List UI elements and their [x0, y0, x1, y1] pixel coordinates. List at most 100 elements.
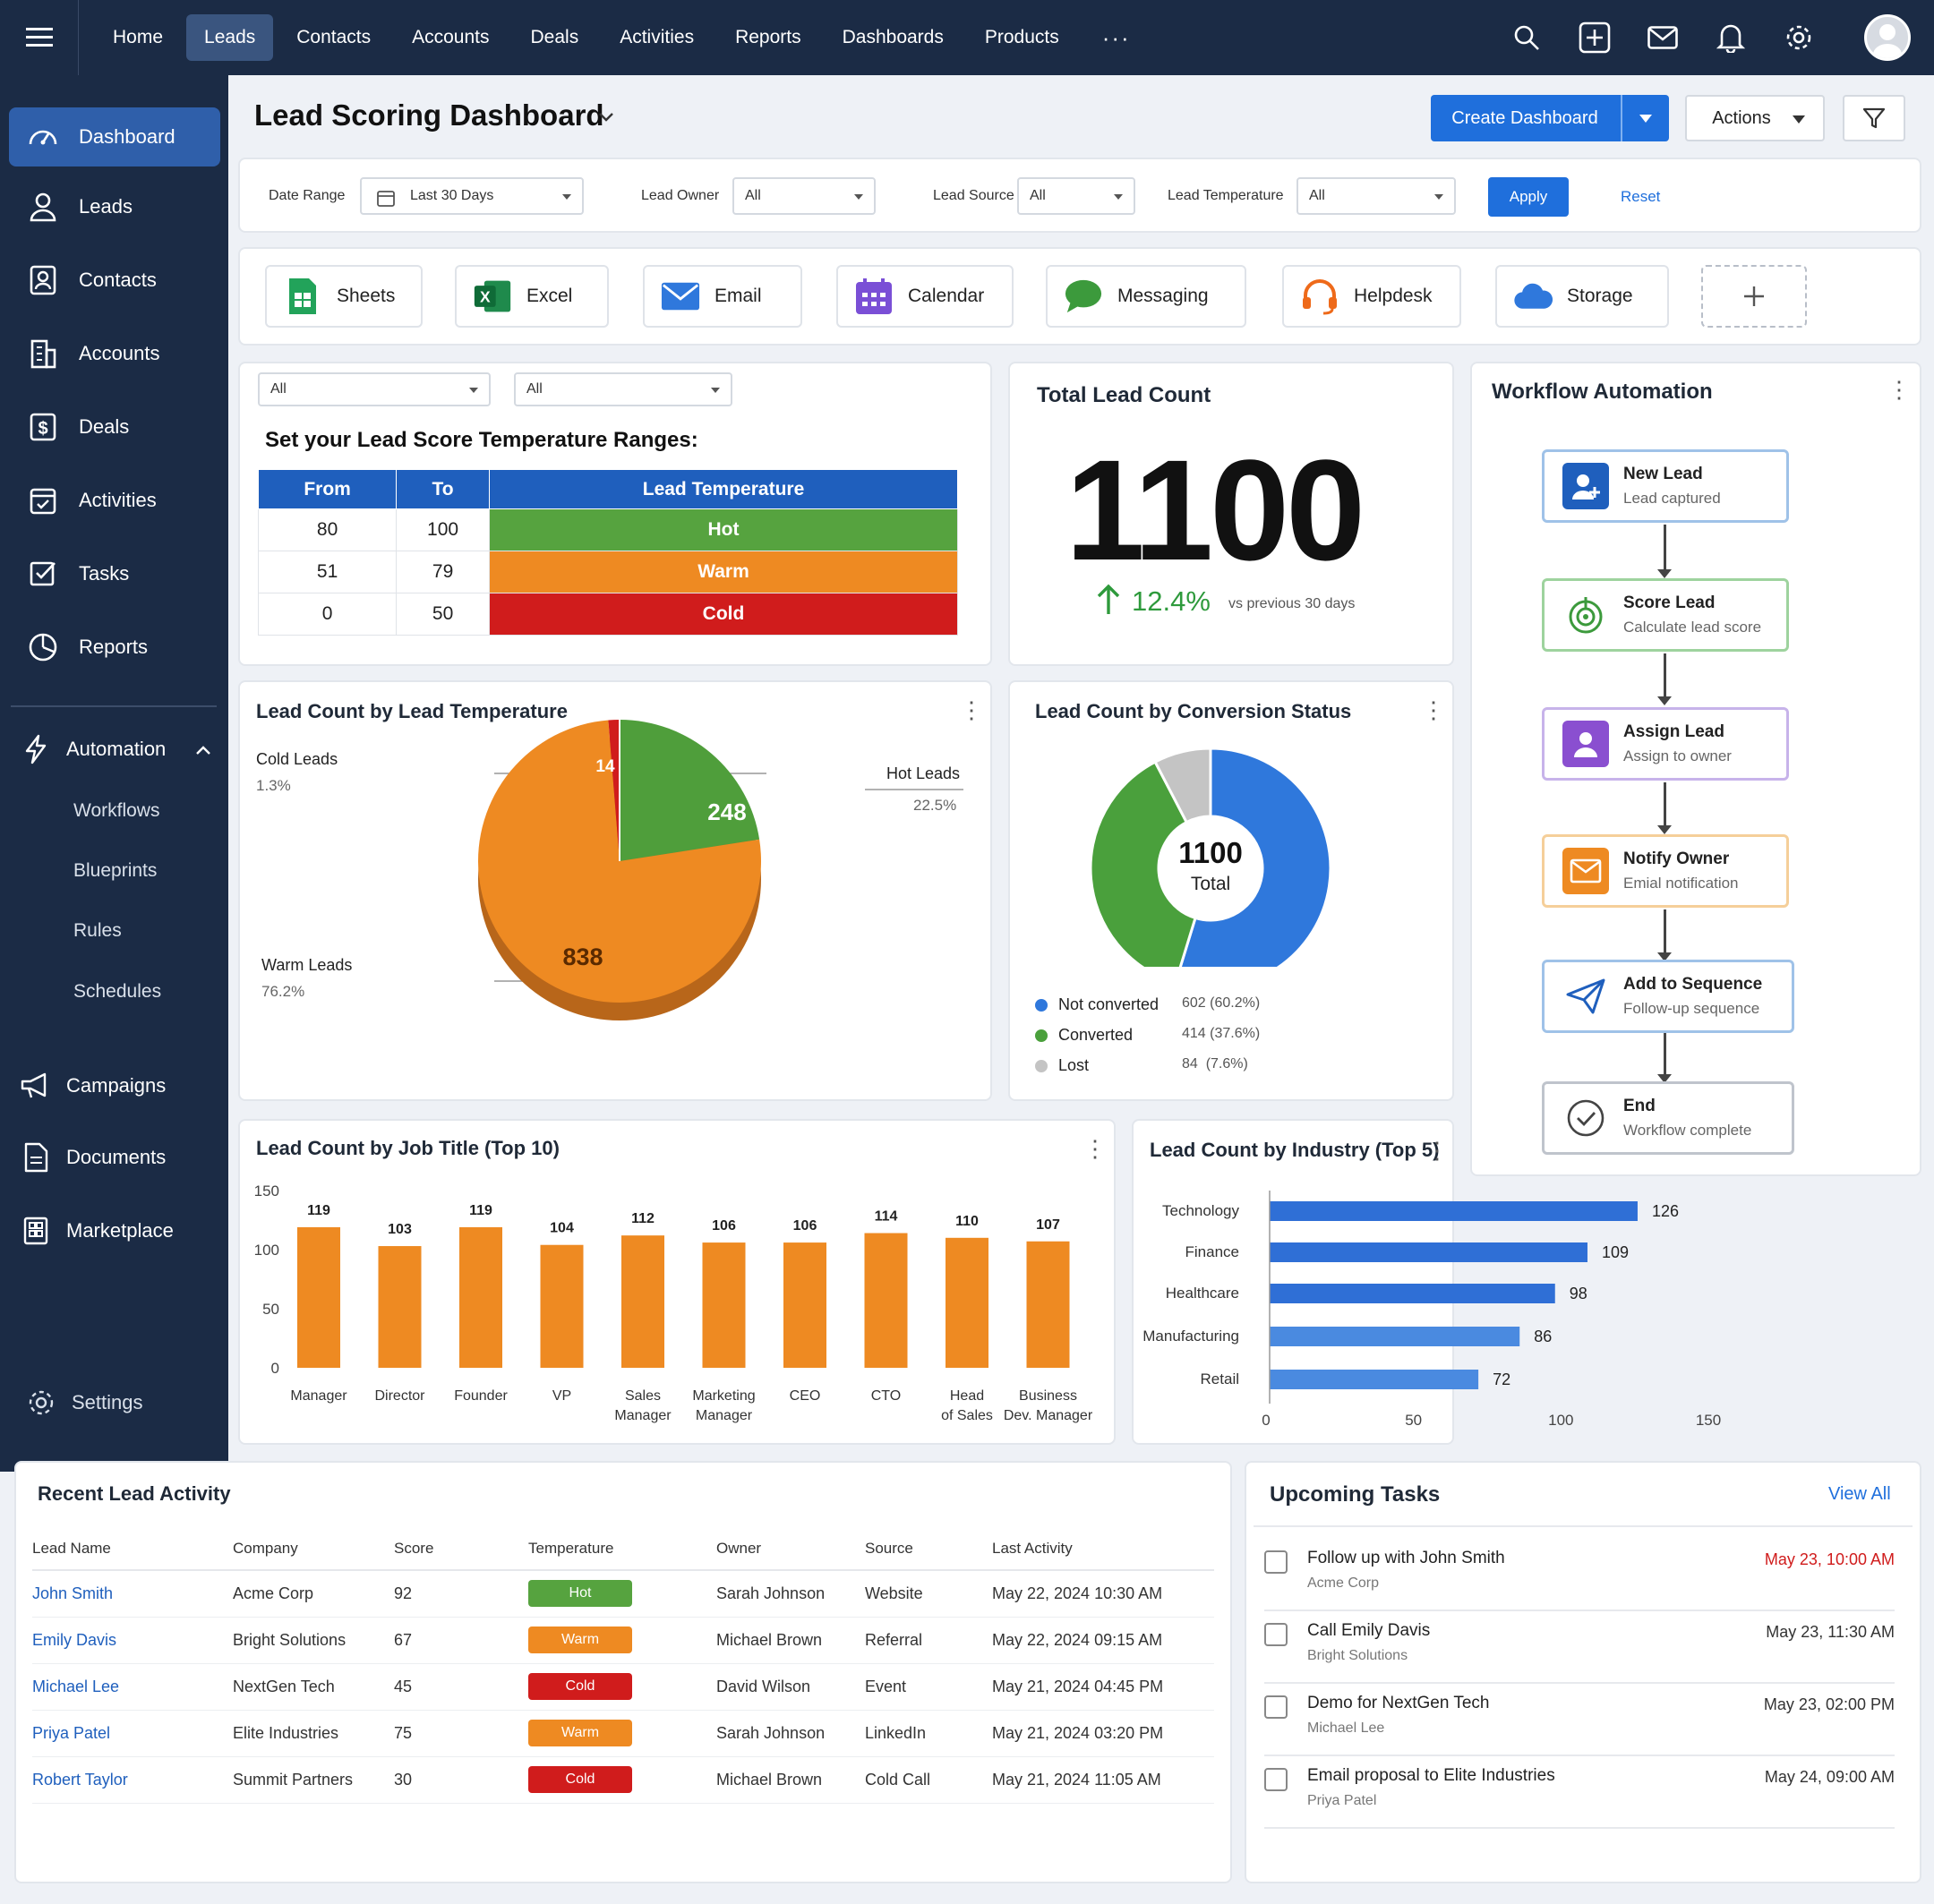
bell-icon[interactable] [1712, 19, 1750, 56]
job-bar[interactable] [1026, 1241, 1070, 1368]
nav-products[interactable]: Products [984, 27, 1059, 47]
task-title[interactable]: Email proposal to Elite Industries [1307, 1766, 1555, 1785]
workflow-step-new-lead[interactable]: New Lead Lead captured [1542, 449, 1789, 523]
range-from[interactable]: 51 [257, 551, 398, 593]
task-checkbox[interactable] [1264, 1550, 1288, 1574]
add-app-button[interactable] [1701, 265, 1807, 328]
pie-menu-icon[interactable]: ⋮ [960, 696, 983, 723]
nav-accounts[interactable]: Accounts [412, 27, 490, 47]
range-from[interactable]: 80 [257, 508, 398, 551]
pie-slice-warm-leads[interactable] [478, 720, 761, 1003]
sidebar-item-activities[interactable]: Activities [9, 471, 220, 530]
lead-temperature-select[interactable]: All [1296, 177, 1456, 215]
job-bar[interactable] [378, 1246, 422, 1368]
app-sheets[interactable]: Sheets [265, 265, 423, 328]
industry-bar[interactable] [1270, 1370, 1479, 1389]
workflow-step-add-to-sequence[interactable]: Add to Sequence Follow-up sequence [1542, 960, 1794, 1033]
sidebar-item-marketplace[interactable]: Marketplace [9, 1201, 220, 1260]
col-lead-name[interactable]: Lead Name [32, 1527, 233, 1571]
menu-icon[interactable] [0, 0, 79, 75]
job-bar[interactable] [540, 1244, 584, 1368]
workflow-step-score-lead[interactable]: Score Lead Calculate lead score [1542, 578, 1789, 652]
ranges-filter-2[interactable]: All [514, 372, 732, 406]
job-bar[interactable] [297, 1226, 340, 1368]
task-title[interactable]: Follow up with John Smith [1307, 1549, 1505, 1567]
range-to[interactable]: 100 [396, 508, 490, 551]
sidebar-item-settings[interactable]: Settings [9, 1373, 220, 1432]
col-score[interactable]: Score [394, 1527, 528, 1571]
table-row[interactable]: Emily Davis Bright Solutions 67 Warm Michael… [32, 1617, 1214, 1664]
sidebar-item-leads[interactable]: Leads [9, 177, 220, 236]
sidebar-item-contacts[interactable]: Contacts [9, 251, 220, 310]
sidebar-item-accounts[interactable]: Accounts [9, 324, 220, 383]
col-company[interactable]: Company [233, 1527, 394, 1571]
job-bar[interactable] [946, 1237, 988, 1368]
col-source[interactable]: Source [865, 1527, 992, 1571]
industry-bar[interactable] [1270, 1284, 1555, 1303]
sidebar-item-tasks[interactable]: Tasks [9, 544, 220, 603]
workflow-step-assign-lead[interactable]: Assign Lead Assign to owner [1542, 707, 1789, 781]
ranges-filter-1[interactable]: All [258, 372, 491, 406]
workflow-step-end[interactable]: End Workflow complete [1542, 1081, 1794, 1155]
app-calendar[interactable]: Calendar [836, 265, 1014, 328]
apply-button[interactable]: Apply [1488, 177, 1569, 217]
date-range-select[interactable]: Last 30 Days [360, 177, 584, 215]
job-bar[interactable] [621, 1235, 664, 1368]
workflow-step-notify-owner[interactable]: Notify Owner Emial notification [1542, 834, 1789, 908]
industry-bar[interactable] [1270, 1201, 1638, 1221]
caret-down-icon[interactable] [1621, 95, 1669, 141]
task-checkbox[interactable] [1264, 1695, 1288, 1719]
lead-name-link[interactable]: Priya Patel [32, 1723, 111, 1742]
col-owner[interactable]: Owner [716, 1527, 865, 1571]
create-dashboard-button[interactable]: Create Dashboard [1431, 95, 1669, 141]
industry-bar[interactable] [1270, 1327, 1520, 1346]
app-storage[interactable]: Storage [1495, 265, 1669, 328]
app-helpdesk[interactable]: Helpdesk [1282, 265, 1461, 328]
nav-home[interactable]: Home [113, 27, 164, 47]
workflow-menu-icon[interactable]: ⋮ [1887, 376, 1911, 403]
task-checkbox[interactable] [1264, 1623, 1288, 1646]
app-messaging[interactable]: Messaging [1046, 265, 1246, 328]
nav-reports[interactable]: Reports [735, 27, 801, 47]
industry-bar[interactable] [1270, 1242, 1587, 1262]
table-row[interactable]: Priya Patel Elite Industries 75 Warm Sarah J… [32, 1710, 1214, 1757]
pie-slice-hot-leads[interactable] [620, 720, 760, 861]
jobs-menu-icon[interactable]: ⋮ [1083, 1135, 1107, 1162]
range-from[interactable]: 0 [257, 593, 398, 636]
sidebar-item-campaigns[interactable]: Campaigns [9, 1056, 220, 1115]
col-temperature[interactable]: Temperature [528, 1527, 716, 1571]
sidebar-sub-rules[interactable]: Rules [73, 920, 122, 941]
sidebar-sub-blueprints[interactable]: Blueprints [73, 860, 158, 881]
range-to[interactable]: 50 [396, 593, 490, 636]
nav-activities[interactable]: Activities [620, 27, 695, 47]
lead-name-link[interactable]: Michael Lee [32, 1677, 120, 1695]
actions-button[interactable]: Actions [1685, 95, 1825, 141]
lead-owner-select[interactable]: All [732, 177, 876, 215]
donut-menu-icon[interactable]: ⋮ [1422, 696, 1445, 723]
search-icon[interactable] [1508, 19, 1545, 56]
job-bar[interactable] [459, 1226, 502, 1368]
sidebar-item-reports[interactable]: Reports [9, 618, 220, 677]
reset-link[interactable]: Reset [1621, 188, 1661, 205]
job-bar[interactable] [864, 1233, 908, 1368]
app-excel[interactable]: X Excel [455, 265, 609, 328]
sidebar-item-automation[interactable]: Automation [9, 720, 220, 779]
lead-name-link[interactable]: John Smith [32, 1584, 114, 1602]
task-title[interactable]: Call Emily Davis [1307, 1621, 1431, 1640]
app-email[interactable]: Email [643, 265, 802, 328]
lead-source-select[interactable]: All [1017, 177, 1135, 215]
table-row[interactable]: Michael Lee NextGen Tech 45 Cold David Wilso… [32, 1663, 1214, 1711]
task-checkbox[interactable] [1264, 1768, 1288, 1791]
job-bar[interactable] [702, 1242, 746, 1368]
range-to[interactable]: 79 [396, 551, 490, 593]
nav-dashboards[interactable]: Dashboards [842, 27, 944, 47]
mail-icon[interactable] [1644, 19, 1682, 56]
gear-icon[interactable] [1780, 19, 1818, 56]
nav-more[interactable]: ··· [1101, 23, 1131, 51]
job-bar[interactable] [783, 1242, 826, 1368]
table-row[interactable]: John Smith Acme Corp 92 Hot Sarah Johnson Web… [32, 1570, 1214, 1618]
avatar[interactable] [1864, 14, 1911, 61]
nav-leads[interactable]: Leads [186, 14, 274, 61]
lead-name-link[interactable]: Emily Davis [32, 1630, 117, 1649]
task-title[interactable]: Demo for NextGen Tech [1307, 1694, 1490, 1712]
